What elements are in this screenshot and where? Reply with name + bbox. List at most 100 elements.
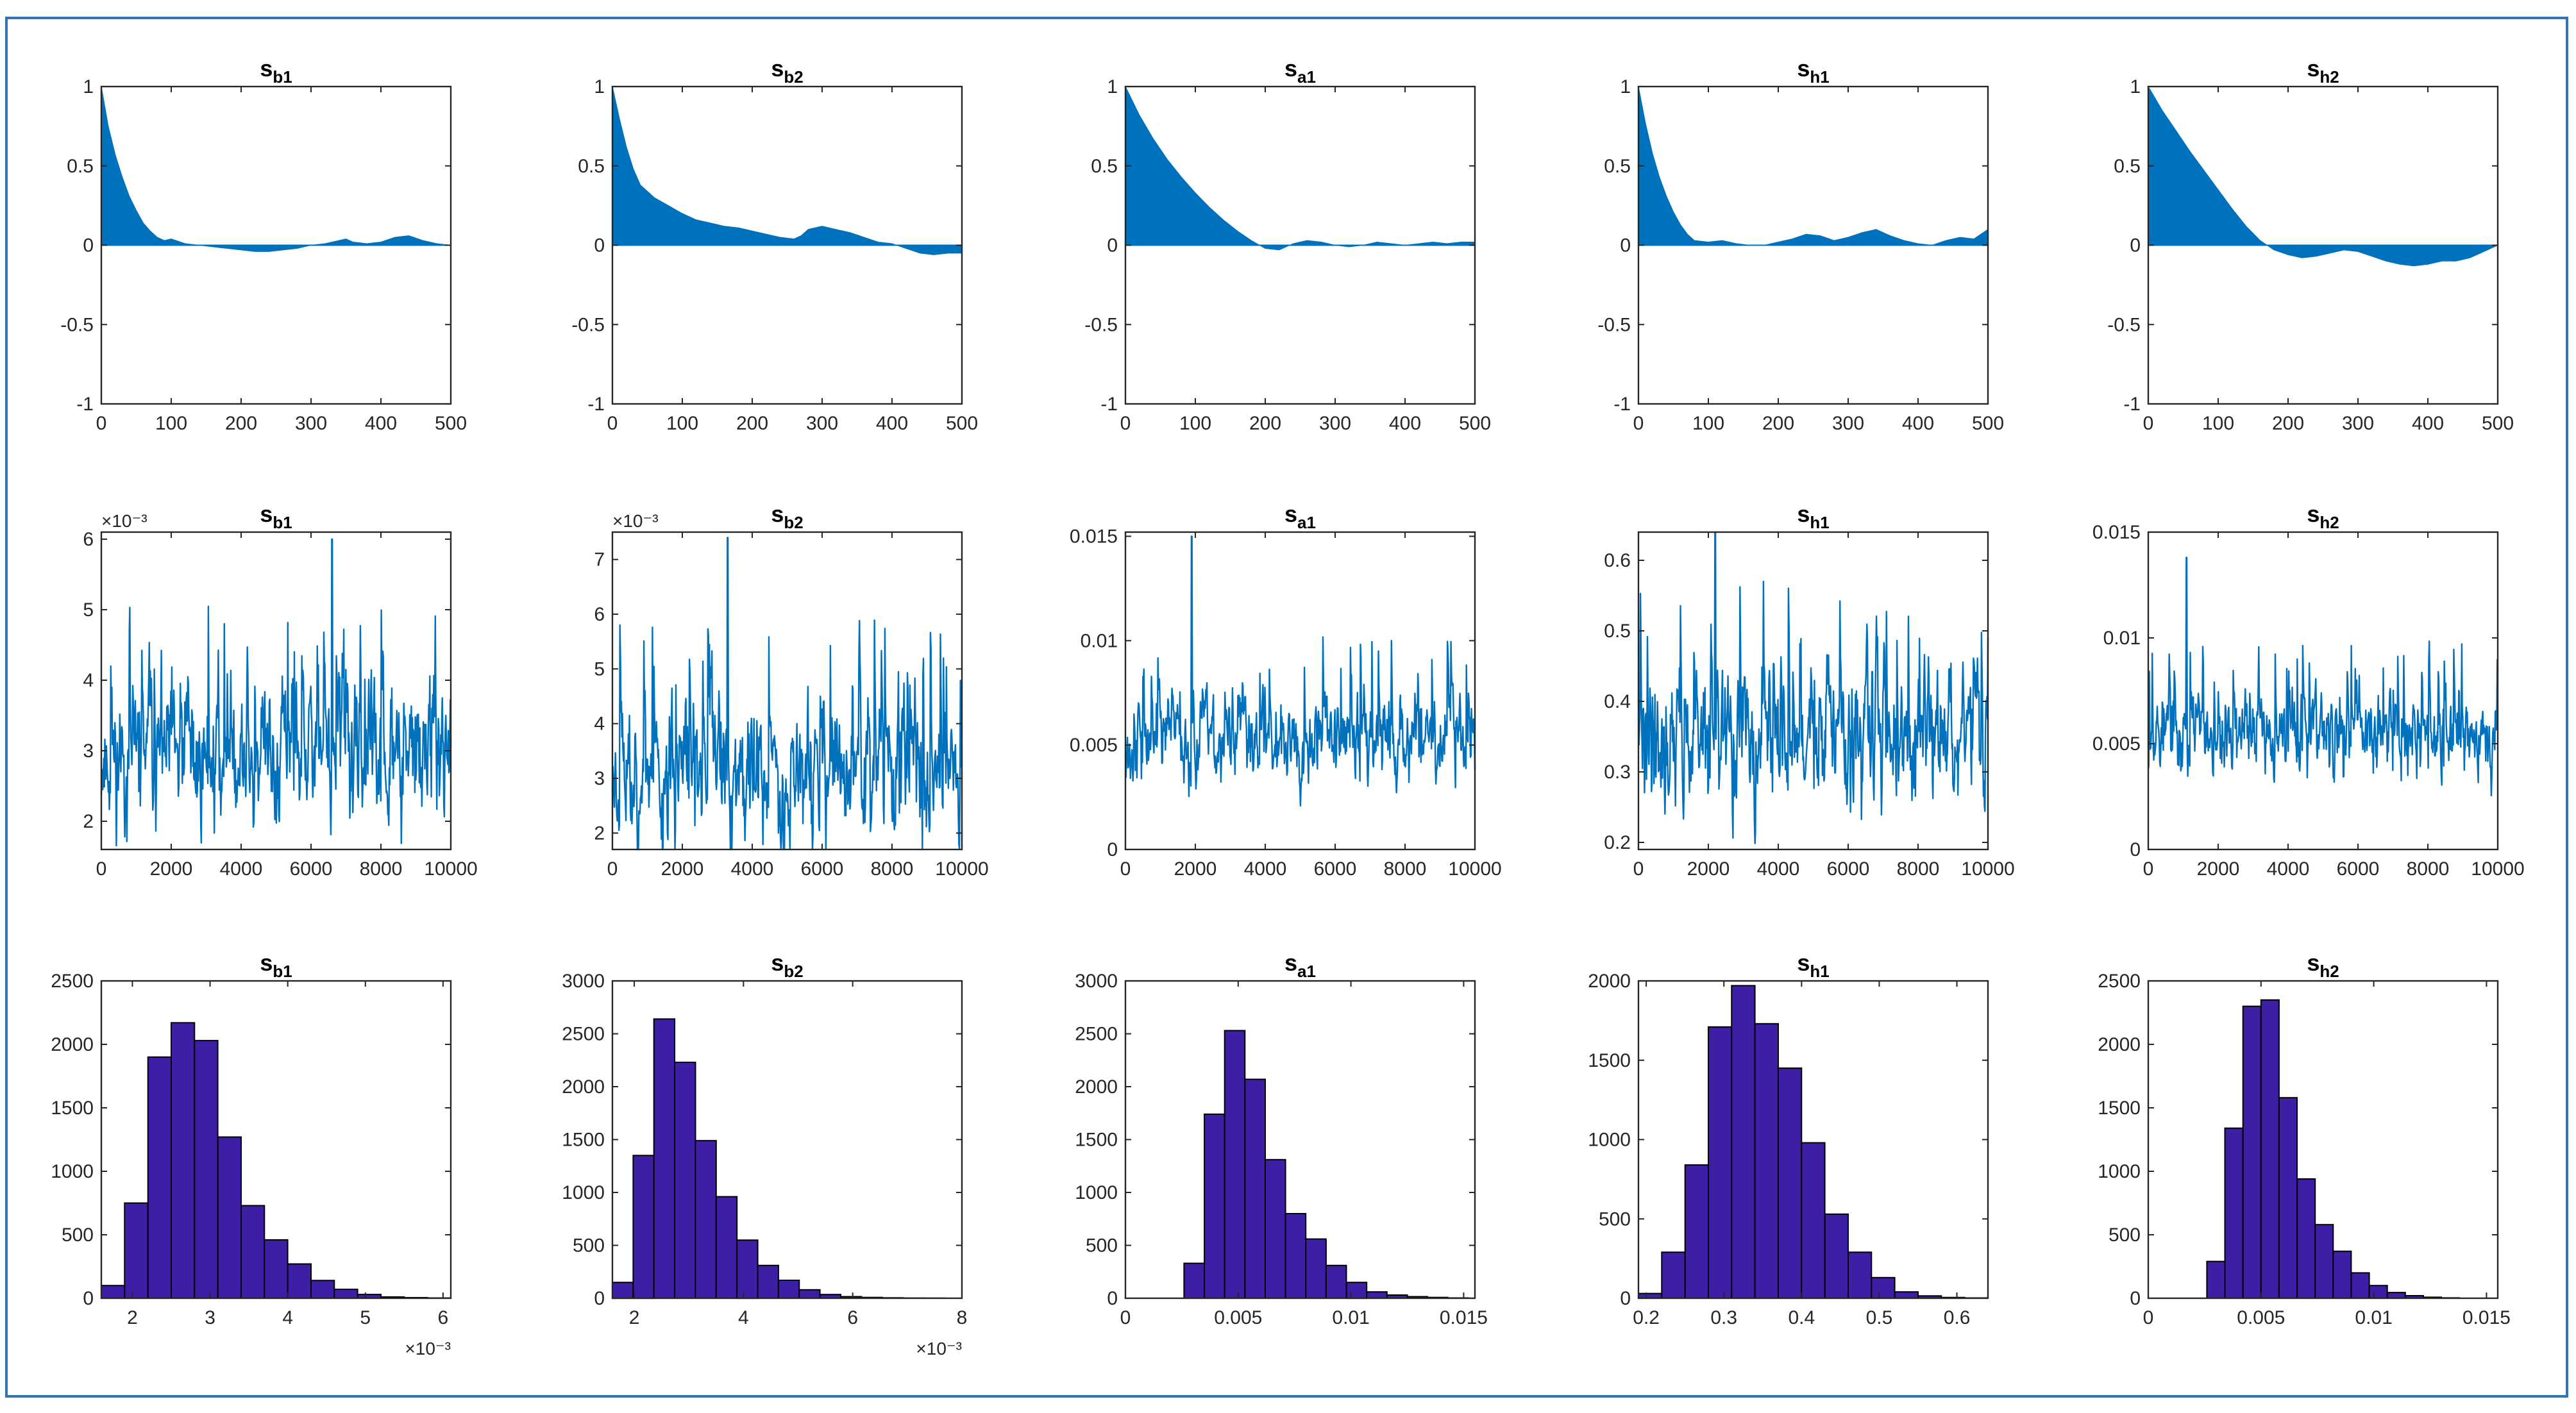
y-tick-label: 1 xyxy=(1620,76,1631,97)
y-tick-label: 0.01 xyxy=(2103,628,2141,649)
x-tick-label: 8000 xyxy=(360,858,403,880)
x-tick-label: 4000 xyxy=(220,858,263,880)
histogram-bar xyxy=(1286,1214,1306,1298)
x-tick-label: 300 xyxy=(1319,413,1351,434)
title-subscript: h2 xyxy=(2319,962,2339,981)
x-tick-label: 100 xyxy=(1692,413,1724,434)
x-tick-label: 500 xyxy=(2482,413,2514,434)
histogram-bar xyxy=(218,1137,241,1299)
histogram-bar xyxy=(1326,1266,1347,1298)
x-tick-label: 0.015 xyxy=(2462,1307,2511,1328)
histogram-bar xyxy=(148,1057,171,1298)
histogram-bar xyxy=(2261,1000,2279,1298)
histogram-bar xyxy=(241,1206,264,1299)
x-tick-label: 8000 xyxy=(871,858,914,880)
histogram-bar xyxy=(1755,1024,1778,1298)
title-base: s xyxy=(260,949,273,976)
axis-exponent-label: ×10⁻³ xyxy=(405,1339,451,1359)
y-tick-label: 2000 xyxy=(562,1076,605,1098)
x-tick-label: 500 xyxy=(1459,413,1491,434)
title-base: s xyxy=(2307,949,2319,976)
histogram-bar xyxy=(1731,985,1755,1298)
x-tick-label: 200 xyxy=(2272,413,2304,434)
histogram-bar xyxy=(171,1023,194,1298)
x-tick-label: 5 xyxy=(360,1307,371,1328)
x-tick-label: 8 xyxy=(957,1307,968,1328)
histogram-bar xyxy=(1245,1080,1265,1299)
histogram-bar xyxy=(2370,1285,2387,1298)
histogram-bar xyxy=(2297,1179,2315,1298)
x-tick-label: 0 xyxy=(2143,858,2154,880)
x-tick-label: 0.005 xyxy=(2237,1307,2285,1328)
x-tick-label: 200 xyxy=(225,413,257,434)
y-tick-label: 2500 xyxy=(562,1024,605,1045)
y-tick-label: 0 xyxy=(1620,1288,1631,1309)
y-tick-label: 2 xyxy=(594,823,605,844)
histogram-bar xyxy=(1306,1239,1326,1298)
x-tick-label: 0.005 xyxy=(1214,1307,1262,1328)
y-tick-label: 0 xyxy=(2130,235,2141,256)
x-tick-label: 10000 xyxy=(935,858,988,880)
x-tick-label: 0 xyxy=(2143,413,2154,434)
title-base: s xyxy=(1797,501,1810,527)
y-tick-label: 1500 xyxy=(1588,1050,1631,1071)
title-subscript: h1 xyxy=(1810,962,1829,981)
title-subscript: h2 xyxy=(2319,513,2339,532)
title-base: s xyxy=(1284,55,1297,81)
x-tick-label: 10000 xyxy=(424,858,477,880)
x-tick-label: 4 xyxy=(282,1307,293,1328)
x-tick-label: 0.5 xyxy=(1866,1307,1893,1328)
y-tick-label: 1000 xyxy=(51,1161,94,1182)
x-tick-label: 0.01 xyxy=(1332,1307,1369,1328)
x-tick-label: 500 xyxy=(946,413,978,434)
x-tick-label: 0 xyxy=(96,413,107,434)
x-tick-label: 400 xyxy=(1902,413,1934,434)
x-tick-label: 4000 xyxy=(2267,858,2310,880)
y-tick-label: 6 xyxy=(83,529,94,550)
y-tick-label: 500 xyxy=(62,1225,94,1246)
x-tick-label: 400 xyxy=(876,413,908,434)
y-tick-label: 500 xyxy=(573,1235,605,1257)
histogram-bar xyxy=(2279,1098,2297,1298)
y-tick-label: 0.5 xyxy=(1091,156,1118,177)
x-tick-label: 10000 xyxy=(2471,858,2524,880)
y-tick-label: 500 xyxy=(1599,1208,1631,1230)
y-tick-label: 0 xyxy=(1107,235,1118,256)
x-tick-label: 3 xyxy=(205,1307,215,1328)
y-tick-label: 2000 xyxy=(1075,1076,1118,1098)
y-tick-label: 3000 xyxy=(1075,971,1118,992)
histogram-bar xyxy=(124,1203,147,1299)
title-base: s xyxy=(771,55,784,81)
x-tick-label: 300 xyxy=(806,413,838,434)
x-tick-label: 0.01 xyxy=(2355,1307,2392,1328)
histogram-bar xyxy=(1225,1031,1245,1299)
x-tick-label: 0 xyxy=(607,413,618,434)
y-tick-label: 2500 xyxy=(2098,971,2141,992)
title-base: s xyxy=(1284,949,1297,976)
x-tick-label: 100 xyxy=(666,413,698,434)
y-tick-label: 0.005 xyxy=(1070,735,1118,756)
x-tick-label: 100 xyxy=(1179,413,1211,434)
title-base: s xyxy=(771,949,784,976)
axis-exponent-label: ×10⁻³ xyxy=(101,511,147,531)
y-tick-label: 0 xyxy=(2130,839,2141,860)
title-base: s xyxy=(1797,55,1810,81)
x-tick-label: 0.015 xyxy=(1440,1307,1488,1328)
x-tick-label: 200 xyxy=(1762,413,1794,434)
histogram-bar xyxy=(101,1285,124,1298)
x-tick-label: 2000 xyxy=(150,858,193,880)
y-tick-label: 0.3 xyxy=(1604,762,1631,783)
y-tick-label: -0.5 xyxy=(60,314,94,335)
title-subscript: h2 xyxy=(2319,67,2339,87)
x-tick-label: 2 xyxy=(127,1307,138,1328)
title-subscript: b2 xyxy=(784,962,803,981)
x-tick-label: 6 xyxy=(438,1307,449,1328)
histogram-bar xyxy=(2315,1225,2333,1298)
x-tick-label: 6000 xyxy=(801,858,844,880)
